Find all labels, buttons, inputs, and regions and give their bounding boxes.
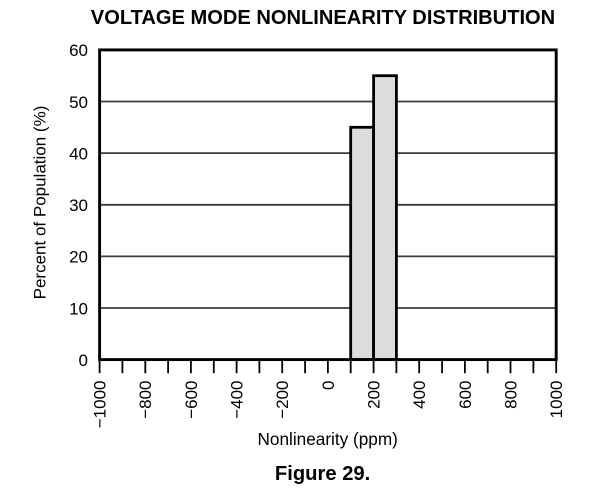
svg-text:800: 800 bbox=[501, 381, 520, 409]
svg-text:−400: −400 bbox=[228, 381, 247, 419]
svg-text:20: 20 bbox=[69, 248, 88, 267]
svg-text:0: 0 bbox=[319, 381, 338, 390]
svg-text:40: 40 bbox=[69, 144, 88, 163]
svg-text:1000: 1000 bbox=[547, 381, 566, 419]
svg-text:−800: −800 bbox=[136, 381, 155, 419]
svg-text:400: 400 bbox=[410, 381, 429, 409]
svg-text:0: 0 bbox=[79, 351, 88, 370]
svg-text:−200: −200 bbox=[273, 381, 292, 419]
svg-text:10: 10 bbox=[69, 299, 88, 318]
svg-text:−1000: −1000 bbox=[91, 381, 110, 429]
svg-text:600: 600 bbox=[456, 381, 475, 409]
svg-text:50: 50 bbox=[69, 93, 88, 112]
svg-text:Percent of Population (%): Percent of Population (%) bbox=[31, 106, 50, 300]
svg-text:200: 200 bbox=[365, 381, 384, 409]
svg-text:30: 30 bbox=[69, 196, 88, 215]
svg-text:Figure 29.: Figure 29. bbox=[275, 463, 370, 485]
svg-text:60: 60 bbox=[69, 41, 88, 60]
svg-text:VOLTAGE MODE NONLINEARITY DIST: VOLTAGE MODE NONLINEARITY DISTRIBUTION bbox=[91, 7, 555, 29]
svg-text:Nonlinearity (ppm): Nonlinearity (ppm) bbox=[257, 429, 397, 449]
svg-text:−600: −600 bbox=[182, 381, 201, 419]
